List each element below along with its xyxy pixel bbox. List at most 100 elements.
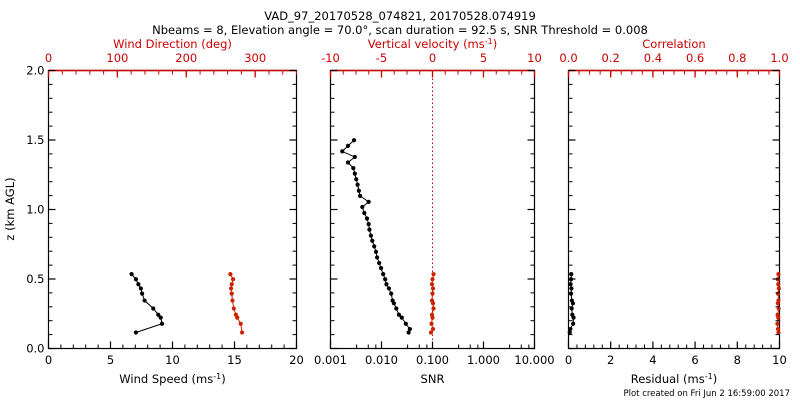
bottom-tick-label-residual-4: 8 bbox=[734, 353, 741, 367]
data-point-residual-top bbox=[775, 321, 780, 326]
data-point-snr-top bbox=[428, 330, 434, 335]
data-point-snr-bottom bbox=[377, 260, 382, 266]
data-point-snr-bottom bbox=[383, 277, 388, 282]
bottom-tick-label-wind-2: 10 bbox=[165, 353, 180, 367]
top-tick-label-snr-3: 5 bbox=[480, 51, 487, 65]
data-point-snr-top bbox=[430, 326, 436, 332]
bottom-tick-label-snr-4: 10.000 bbox=[514, 353, 554, 367]
y-tick-label-3: 1.5 bbox=[26, 133, 44, 147]
panel-box-residual bbox=[567, 69, 781, 350]
data-point-snr-top bbox=[430, 286, 436, 291]
data-point-residual-bottom bbox=[569, 286, 574, 291]
top-tick-label-snr-1: -5 bbox=[376, 51, 387, 65]
data-point-snr-bottom bbox=[370, 238, 375, 243]
top-tick-label-wind-1: 100 bbox=[106, 51, 128, 65]
data-point-residual-bottom bbox=[568, 282, 573, 287]
data-point-snr-bottom bbox=[352, 171, 357, 176]
data-point-wind-bottom bbox=[129, 272, 134, 277]
top-axis-title-residual: Correlation bbox=[642, 37, 705, 51]
bottom-tick-label-residual-1: 2 bbox=[607, 353, 614, 367]
data-point-snr-bottom bbox=[352, 154, 357, 160]
footer-timestamp: Plot created on Fri Jun 2 16:59:00 2017 bbox=[623, 389, 790, 399]
data-point-residual-top bbox=[776, 298, 781, 303]
data-point-residual-bottom bbox=[569, 272, 574, 277]
data-point-snr-bottom bbox=[399, 315, 404, 320]
data-point-residual-bottom bbox=[568, 326, 573, 332]
top-tick-label-residual-0: 0.0 bbox=[559, 51, 577, 65]
data-point-wind-top bbox=[231, 306, 236, 311]
y-axis-label: z (km AGL) bbox=[3, 177, 17, 240]
y-tick-label-1: 0.5 bbox=[26, 272, 44, 286]
top-tick-label-wind-2: 200 bbox=[175, 51, 197, 65]
data-point-snr-bottom bbox=[375, 255, 380, 260]
data-point-snr-bottom bbox=[381, 272, 386, 277]
data-point-residual-top bbox=[775, 326, 781, 332]
data-point-snr-bottom bbox=[340, 149, 345, 154]
bottom-tick-label-wind-3: 15 bbox=[227, 353, 242, 367]
data-point-snr-bottom bbox=[362, 210, 367, 216]
y-tick-label-0: 0.0 bbox=[26, 342, 44, 356]
data-point-snr-bottom bbox=[351, 165, 356, 171]
data-point-snr-bottom bbox=[366, 221, 371, 227]
data-point-snr-bottom bbox=[345, 160, 351, 165]
data-point-residual-top bbox=[776, 282, 781, 287]
data-point-wind-top bbox=[229, 291, 234, 296]
data-point-snr-bottom bbox=[386, 286, 392, 291]
data-point-snr-bottom bbox=[384, 282, 389, 287]
data-point-wind-top bbox=[238, 321, 243, 326]
data-point-snr-bottom bbox=[364, 216, 370, 221]
data-point-snr-bottom bbox=[355, 182, 360, 187]
top-tick-label-residual-2: 0.4 bbox=[644, 51, 662, 65]
bottom-tick-label-wind-4: 20 bbox=[289, 353, 304, 367]
bottom-axis-title-residual: Residual (ms-1) bbox=[631, 372, 717, 386]
data-point-wind-bottom bbox=[156, 312, 161, 317]
data-point-snr-bottom bbox=[378, 266, 384, 271]
data-point-wind-bottom bbox=[140, 291, 145, 296]
data-point-snr-bottom bbox=[373, 249, 379, 254]
data-point-snr-bottom bbox=[372, 244, 377, 249]
data-point-snr-bottom bbox=[407, 326, 412, 332]
top-tick-label-snr-4: 10 bbox=[527, 51, 542, 65]
data-point-wind-bottom bbox=[151, 306, 156, 311]
data-point-residual-top bbox=[776, 272, 781, 277]
data-point-wind-bottom bbox=[133, 330, 139, 335]
data-point-snr-bottom bbox=[389, 291, 394, 296]
top-tick-label-residual-3: 0.6 bbox=[686, 51, 704, 65]
bottom-tick-label-snr-0: 0.001 bbox=[314, 353, 347, 367]
bottom-tick-label-snr-2: 0.100 bbox=[416, 353, 449, 367]
top-tick-label-residual-5: 1.0 bbox=[770, 51, 788, 65]
data-point-snr-top bbox=[429, 282, 435, 287]
data-point-wind-bottom bbox=[136, 282, 141, 287]
data-point-snr-bottom bbox=[390, 298, 395, 303]
y-tick-label-2: 1.0 bbox=[26, 203, 44, 217]
data-point-residual-bottom bbox=[571, 321, 576, 326]
data-point-residual-bottom bbox=[569, 298, 574, 303]
bottom-tick-label-snr-1: 0.010 bbox=[365, 353, 398, 367]
data-point-snr-top bbox=[431, 306, 436, 311]
data-point-snr-bottom bbox=[354, 177, 359, 182]
bottom-tick-label-snr-3: 1.000 bbox=[467, 353, 500, 367]
data-point-residual-bottom bbox=[568, 291, 574, 296]
data-point-snr-bottom bbox=[367, 227, 372, 232]
data-point-snr-bottom bbox=[366, 199, 371, 204]
bottom-tick-label-wind-1: 5 bbox=[107, 353, 114, 367]
data-point-residual-top bbox=[776, 306, 781, 311]
data-point-snr-bottom bbox=[357, 193, 363, 198]
data-point-snr-top bbox=[429, 321, 434, 326]
data-point-residual-top bbox=[775, 291, 781, 296]
bottom-axis-title-snr: SNR bbox=[421, 372, 445, 386]
data-point-residual-bottom bbox=[567, 330, 572, 335]
top-tick-label-wind-3: 300 bbox=[244, 51, 266, 65]
data-point-wind-bottom bbox=[159, 321, 165, 326]
bottom-tick-label-residual-3: 6 bbox=[691, 353, 698, 367]
series-line-wind-bottom bbox=[131, 273, 163, 333]
bottom-tick-label-wind-0: 0 bbox=[45, 353, 52, 367]
data-point-wind-top bbox=[239, 330, 245, 335]
data-point-wind-top bbox=[231, 277, 236, 282]
top-tick-label-snr-0: -10 bbox=[321, 51, 340, 65]
figure-title-line1: VAD_97_20170528_074821, 20170528.074919 bbox=[264, 9, 536, 23]
data-point-wind-top bbox=[230, 298, 235, 303]
data-point-snr-top bbox=[430, 291, 435, 296]
data-point-wind-top bbox=[228, 272, 233, 277]
data-point-snr-top bbox=[429, 312, 435, 317]
